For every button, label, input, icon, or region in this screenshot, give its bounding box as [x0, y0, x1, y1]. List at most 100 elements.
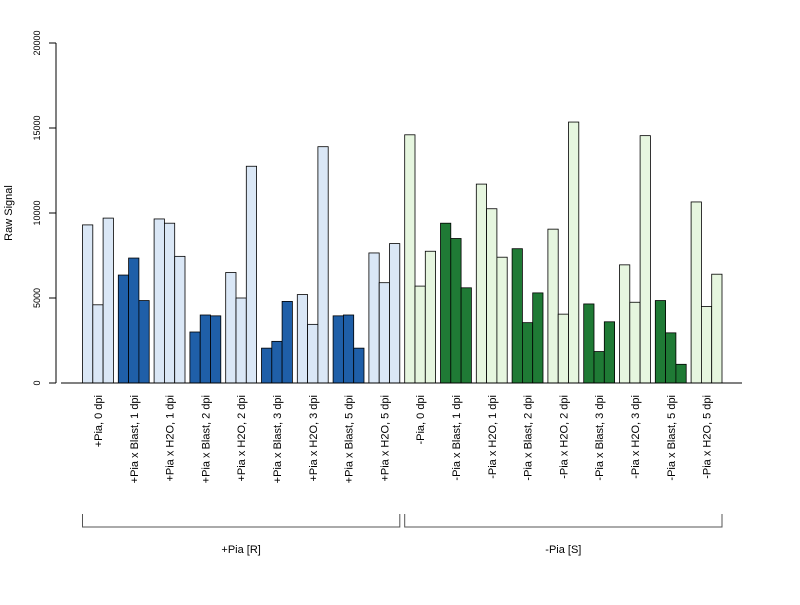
bar-group	[404, 134, 436, 384]
category-label: +Pia x Blast, 5 dpi	[344, 395, 356, 483]
category-label: -Pia x H2O, 5 dpi	[702, 395, 714, 479]
bar	[235, 297, 247, 384]
group-brackets: +Pia [R] -Pia [S]	[82, 514, 723, 556]
y-tick-label: 5000	[32, 288, 42, 308]
bar	[557, 313, 569, 384]
bar-group	[296, 146, 329, 384]
bar-group	[189, 314, 222, 384]
bar	[593, 351, 605, 384]
bar	[486, 208, 498, 384]
bar	[629, 301, 641, 384]
bar	[450, 238, 462, 384]
category-label: -Pia x Blast, 2 dpi	[523, 395, 535, 481]
bar	[424, 250, 436, 384]
bar	[690, 201, 702, 384]
category-label: -Pia, 0 dpi	[415, 395, 427, 445]
y-tick-label: 10000	[32, 200, 42, 225]
group-bracket-line	[82, 514, 401, 528]
category-label: -Pia x Blast, 3 dpi	[594, 395, 606, 481]
bar	[92, 304, 104, 384]
bar	[307, 323, 319, 384]
bar	[378, 282, 390, 384]
bar	[368, 252, 380, 384]
bar	[665, 332, 677, 384]
bar-group	[619, 135, 651, 384]
category-label: +Pia x H2O, 1 dpi	[165, 395, 177, 482]
bar	[342, 314, 355, 384]
bar-group	[547, 121, 580, 384]
bar	[353, 347, 365, 384]
bar	[603, 321, 615, 384]
group-bracket: -Pia [S]	[404, 514, 723, 556]
category-label: +Pia x Blast, 2 dpi	[200, 395, 212, 483]
category-label: +Pia x H2O, 3 dpi	[308, 395, 320, 482]
bar	[271, 340, 283, 384]
bar	[317, 146, 329, 384]
bar	[389, 243, 401, 384]
bar	[475, 183, 487, 384]
bar	[261, 347, 273, 384]
category-label: -Pia x H2O, 2 dpi	[558, 395, 570, 479]
group-label: +Pia [R]	[221, 544, 260, 556]
bar	[460, 287, 472, 384]
y-axis-title: Raw Signal	[3, 185, 15, 241]
bar	[163, 222, 176, 384]
group-bracket-line	[404, 514, 723, 528]
bar	[522, 322, 534, 384]
category-label: +Pia x H2O, 2 dpi	[236, 395, 248, 482]
bar	[414, 285, 426, 384]
bar-group	[261, 300, 293, 384]
bar	[102, 217, 114, 384]
bar	[639, 135, 651, 384]
bar-group	[475, 183, 508, 384]
y-axis: 0 5000 10000 15000 20000	[32, 30, 57, 386]
bar	[82, 224, 94, 384]
category-labels: +Pia, 0 dpi +Pia x Blast, 1 dpi +Pia x H2O…	[93, 395, 714, 483]
bars-layer	[82, 121, 723, 384]
category-label: -Pia x H2O, 1 dpi	[487, 395, 499, 479]
y-tick-label: 0	[32, 380, 42, 385]
bar	[654, 300, 666, 384]
bar-group	[440, 222, 472, 384]
bar-group	[153, 218, 186, 384]
category-label: +Pia, 0 dpi	[93, 395, 105, 447]
bar	[281, 300, 293, 384]
bar-group	[332, 314, 365, 384]
bar	[619, 264, 631, 384]
bar	[128, 257, 140, 384]
bar	[189, 331, 201, 384]
bar	[583, 303, 595, 384]
category-label: +Pia x H2O, 5 dpi	[379, 395, 391, 482]
bar	[153, 218, 165, 384]
bar-group	[368, 243, 401, 384]
y-tick-label: 15000	[32, 115, 42, 140]
group-bracket: +Pia [R]	[82, 514, 401, 556]
bar	[174, 255, 186, 384]
bar	[117, 274, 130, 384]
bar	[675, 363, 687, 384]
bar	[711, 273, 723, 384]
category-label: -Pia x Blast, 1 dpi	[451, 395, 463, 481]
group-label: -Pia [S]	[545, 544, 581, 556]
bar	[701, 306, 713, 384]
bar-group	[225, 165, 258, 384]
bar	[245, 165, 258, 384]
category-label: -Pia x Blast, 5 dpi	[666, 395, 678, 481]
bar-group	[82, 217, 114, 384]
bar	[568, 121, 580, 384]
bar	[404, 134, 416, 384]
bar	[496, 256, 508, 384]
bar	[332, 315, 344, 384]
bar-group	[654, 300, 687, 384]
bar-group	[511, 248, 544, 384]
bar-group	[690, 201, 723, 384]
bar	[210, 315, 222, 384]
bar	[296, 294, 308, 384]
category-label: +Pia x Blast, 1 dpi	[129, 395, 141, 483]
category-label: -Pia x H2O, 3 dpi	[630, 395, 642, 479]
bar-group	[583, 303, 615, 384]
bar	[440, 222, 452, 384]
category-label: +Pia x Blast, 3 dpi	[272, 395, 284, 483]
